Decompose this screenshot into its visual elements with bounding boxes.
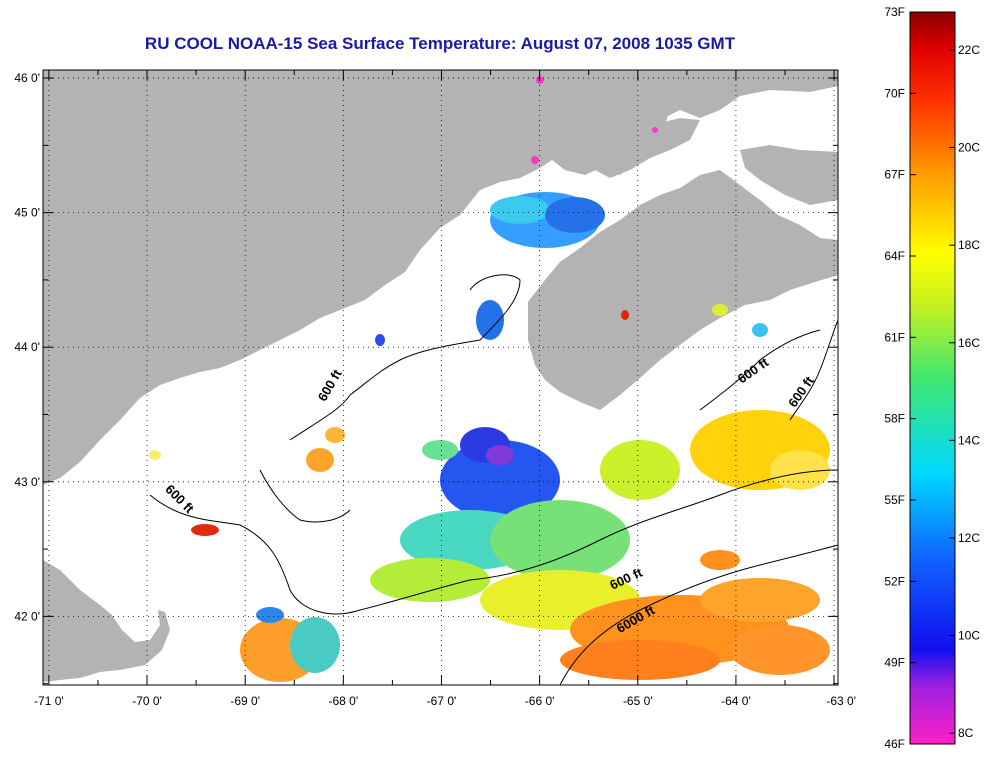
colorbar-c-label: 18C <box>958 238 980 252</box>
land-fundy <box>595 118 700 178</box>
colorbar-f-label: 67F <box>884 168 905 182</box>
colorbar-c-label: 16C <box>958 336 980 350</box>
lon-tick-label: -63 0' <box>826 694 856 708</box>
colorbar-c-label: 22C <box>958 43 980 57</box>
lon-tick-label: -65 0' <box>623 694 653 708</box>
lat-tick-label: 44 0' <box>14 340 40 354</box>
colorbar-f-label: 46F <box>884 737 905 751</box>
lat-tick-label: 43 0' <box>14 475 40 489</box>
sst-patches <box>149 76 830 682</box>
colorbar-c-label: 20C <box>958 141 980 155</box>
depth-contours <box>149 274 838 685</box>
map-axes: 46 0' 45 0' 44 0' 43 0' 42 0' -71 0' -70 0' -69… <box>14 70 856 708</box>
lon-tick-label: -70 0' <box>132 694 162 708</box>
colorbar-f-label: 73F <box>884 5 905 19</box>
colorbar-c-label: 8C <box>958 726 974 740</box>
land-massachusetts <box>43 560 170 682</box>
colorbar-f-label: 49F <box>884 656 905 670</box>
colorbar: 73F 70F 67F 64F 61F 58F 55F 52F 49F 46F 22C 20C 18C 1… <box>884 5 980 751</box>
land-maine <box>43 70 838 485</box>
colorbar-c-label: 10C <box>958 629 980 643</box>
lon-tick-label: -71 0' <box>34 694 64 708</box>
lon-tick-label: -64 0' <box>721 694 751 708</box>
colorbar-gradient <box>909 11 956 745</box>
land-nova-scotia <box>528 170 838 410</box>
colorbar-f-label: 64F <box>884 249 905 263</box>
colorbar-f-label: 55F <box>884 493 905 507</box>
plot-frame <box>42 69 839 686</box>
lon-tick-label: -67 0' <box>427 694 457 708</box>
lon-tick-label: -68 0' <box>329 694 359 708</box>
colorbar-f-label: 58F <box>884 412 905 426</box>
lon-tick-label: -69 0' <box>230 694 260 708</box>
colorbar-c-label: 12C <box>958 531 980 545</box>
lat-tick-label: 46 0' <box>14 71 40 85</box>
colorbar-f-label: 52F <box>884 574 905 588</box>
lon-tick-label: -66 0' <box>525 694 555 708</box>
land-cape-breton <box>740 145 838 205</box>
map-title: RU COOL NOAA-15 Sea Surface Temperature:… <box>144 34 736 53</box>
colorbar-f-label: 61F <box>884 330 905 344</box>
lat-tick-label: 45 0' <box>14 206 40 220</box>
lat-tick-label: 42 0' <box>14 609 40 623</box>
colorbar-c-label: 14C <box>958 433 980 447</box>
colorbar-f-label: 70F <box>884 86 905 100</box>
